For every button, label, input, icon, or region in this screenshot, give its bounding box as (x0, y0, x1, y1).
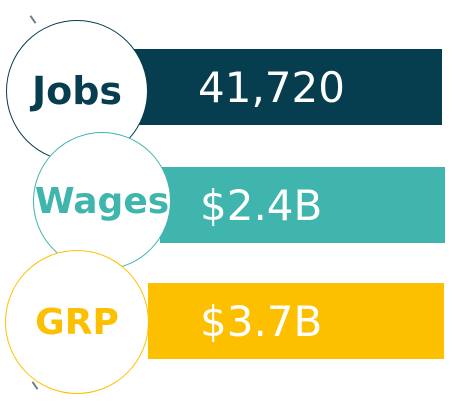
grp-label-circle: GRP (5, 250, 149, 394)
wages-value-bar: $2.4B (160, 167, 445, 243)
jobs-label: Jobs (31, 69, 123, 113)
jobs-value: 41,720 (198, 62, 345, 112)
wages-value: $2.4B (200, 180, 323, 230)
decorative-tick-top (29, 15, 37, 24)
grp-value-bar: $3.7B (148, 283, 444, 359)
wages-label: Wages (34, 180, 170, 222)
jobs-value-bar: 41,720 (128, 49, 442, 125)
grp-label: GRP (35, 301, 119, 343)
wages-label-circle: Wages (33, 132, 171, 270)
grp-value: $3.7B (200, 296, 323, 346)
